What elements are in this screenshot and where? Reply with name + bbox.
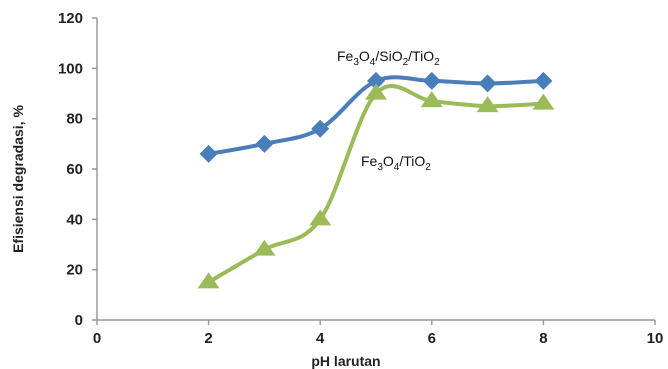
data-point-triangle: [420, 91, 443, 108]
y-tick-label: 120: [58, 10, 83, 27]
x-tick-label: 8: [539, 330, 547, 347]
y-tick-label: 100: [58, 60, 83, 77]
data-point-triangle: [365, 83, 387, 100]
axis-ticks: 0 20 40 60 80 100 120 0 2 4 6 8 10: [58, 10, 663, 347]
data-point-triangle: [532, 93, 555, 110]
series-label: Fe3O4/TiO2: [361, 153, 431, 173]
data-point-diamond: [199, 144, 218, 163]
data-point-triangle: [476, 96, 499, 113]
x-tick-label: 0: [93, 330, 101, 347]
x-tick-label: 4: [316, 330, 325, 347]
data-point-diamond: [478, 74, 497, 93]
data-point-triangle: [253, 239, 276, 256]
data-point-triangle: [309, 209, 332, 226]
series-1: [199, 71, 553, 163]
data-series: [197, 71, 555, 289]
data-point-diamond: [367, 71, 385, 90]
y-tick-label: 20: [66, 262, 83, 279]
data-point-diamond: [534, 71, 553, 90]
data-point-diamond: [255, 134, 274, 153]
data-point-triangle: [197, 272, 220, 289]
data-point-diamond: [311, 119, 330, 138]
y-tick-label: 0: [75, 312, 83, 329]
series-labels: Fe3O4/SiO2/TiO2 Fe3O4/TiO2: [337, 48, 440, 173]
y-axis-title: Efisiensi degradasi, %: [10, 105, 26, 253]
y-tick-label: 80: [66, 111, 83, 128]
x-tick-label: 6: [428, 330, 436, 347]
series-label: Fe3O4/SiO2/TiO2: [337, 48, 440, 68]
y-tick-label: 40: [66, 211, 83, 228]
x-axis-title: pH larutan: [311, 353, 380, 369]
series-2: [197, 83, 555, 289]
x-tick-label: 2: [204, 330, 212, 347]
data-point-diamond: [422, 71, 441, 90]
x-tick-label: 10: [647, 330, 664, 347]
y-tick-label: 60: [66, 161, 83, 178]
